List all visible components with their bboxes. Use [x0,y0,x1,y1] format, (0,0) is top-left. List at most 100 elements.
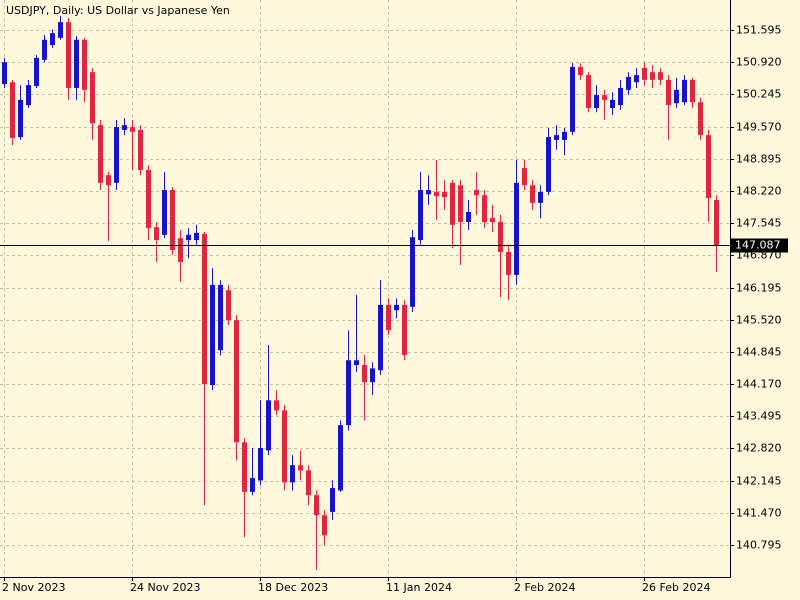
candle-body [394,304,399,311]
x-tick-label: 26 Feb 2024 [642,581,710,594]
y-tick-label: 142.820 [736,442,782,455]
candle-body [474,189,479,196]
x-tick-label: 2 Nov 2023 [2,581,65,594]
y-tick-label: 140.795 [736,539,782,552]
candle-body [354,360,359,366]
candle-body [666,79,671,106]
y-tick-label: 145.520 [736,314,782,327]
candle-body [218,284,223,351]
y-tick-label: 148.895 [736,153,782,166]
candle-body [234,320,239,443]
candle-body [10,82,15,139]
candle-body [258,447,263,481]
candle-body [330,488,335,512]
candle-body [450,182,455,225]
candle-body [42,39,47,60]
candle-body [186,234,191,241]
candle-body [226,290,231,321]
candle-body [66,22,71,88]
candle-body [346,360,351,426]
candle-body [482,195,487,222]
candle-body [122,125,127,130]
candle-body [426,189,431,195]
candle-body [466,211,471,222]
candle-body [570,66,575,132]
candle-body [626,76,631,90]
grid [0,0,730,577]
candle-body [274,400,279,411]
candle-body [2,62,7,85]
candle-body [138,129,143,170]
candle-body [458,185,463,222]
candle-body [58,22,63,38]
x-tick-label: 24 Nov 2023 [130,581,200,594]
y-tick-label: 146.195 [736,282,782,295]
candle-body [370,368,375,383]
candle-body [562,131,567,140]
candle-body [546,137,551,192]
candle-body [538,191,543,203]
candle-body [690,79,695,103]
candle-body [106,175,111,186]
candle-body [130,127,135,132]
candle-body [250,478,255,492]
x-tick-label: 2 Feb 2024 [514,581,575,594]
candle-body [74,39,79,88]
candle-body [658,72,663,80]
y-tick-label: 144.845 [736,346,782,359]
candle-body [298,465,303,471]
candle-body [338,425,343,491]
price-label-box [731,238,788,253]
candle-body [178,238,183,263]
candle-body [362,365,367,383]
y-tick-label: 150.920 [736,56,782,69]
candle-body [706,135,711,199]
candle-body [194,232,199,241]
y-tick-label: 148.220 [736,185,782,198]
candle-body [682,79,687,103]
candle-body [114,127,119,183]
candle-body [210,284,215,386]
candle-body [410,237,415,307]
candle-body [602,95,607,100]
y-tick-label: 151.595 [736,24,782,37]
candle-body [202,233,207,385]
candle-body [634,75,639,83]
candle-body [266,400,271,451]
candle-body [594,95,599,108]
candle-body [242,442,247,492]
candle-body [642,67,647,80]
candle-body [282,410,287,483]
candle-body [418,189,423,241]
price-label: 147.087 [735,239,781,252]
candle-body [378,304,383,371]
candle-body [18,99,23,138]
candle-body [650,72,655,80]
candle-body [170,189,175,251]
y-tick-label: 141.470 [736,507,782,520]
candle-body [618,87,623,106]
candle-body [98,125,103,183]
candle-body [34,57,39,87]
candle-body [674,89,679,104]
y-tick-label: 142.145 [736,475,782,488]
candle-body [442,191,447,198]
candle-body [386,304,391,331]
y-tick-label: 143.495 [736,410,782,423]
candle-body [714,200,719,245]
candle-body [162,189,167,235]
candle-body [506,251,511,275]
candle-body [434,191,439,197]
candle-body [402,304,407,356]
candle-body [586,75,591,108]
candle-body [50,33,55,46]
y-tick-label: 150.245 [736,88,782,101]
candle-body [554,135,559,140]
y-tick-label: 144.170 [736,378,782,391]
candle-body [578,66,583,76]
y-tick-label: 149.570 [736,121,782,134]
y-tick-label: 147.545 [736,217,782,230]
candle-body [146,169,151,229]
